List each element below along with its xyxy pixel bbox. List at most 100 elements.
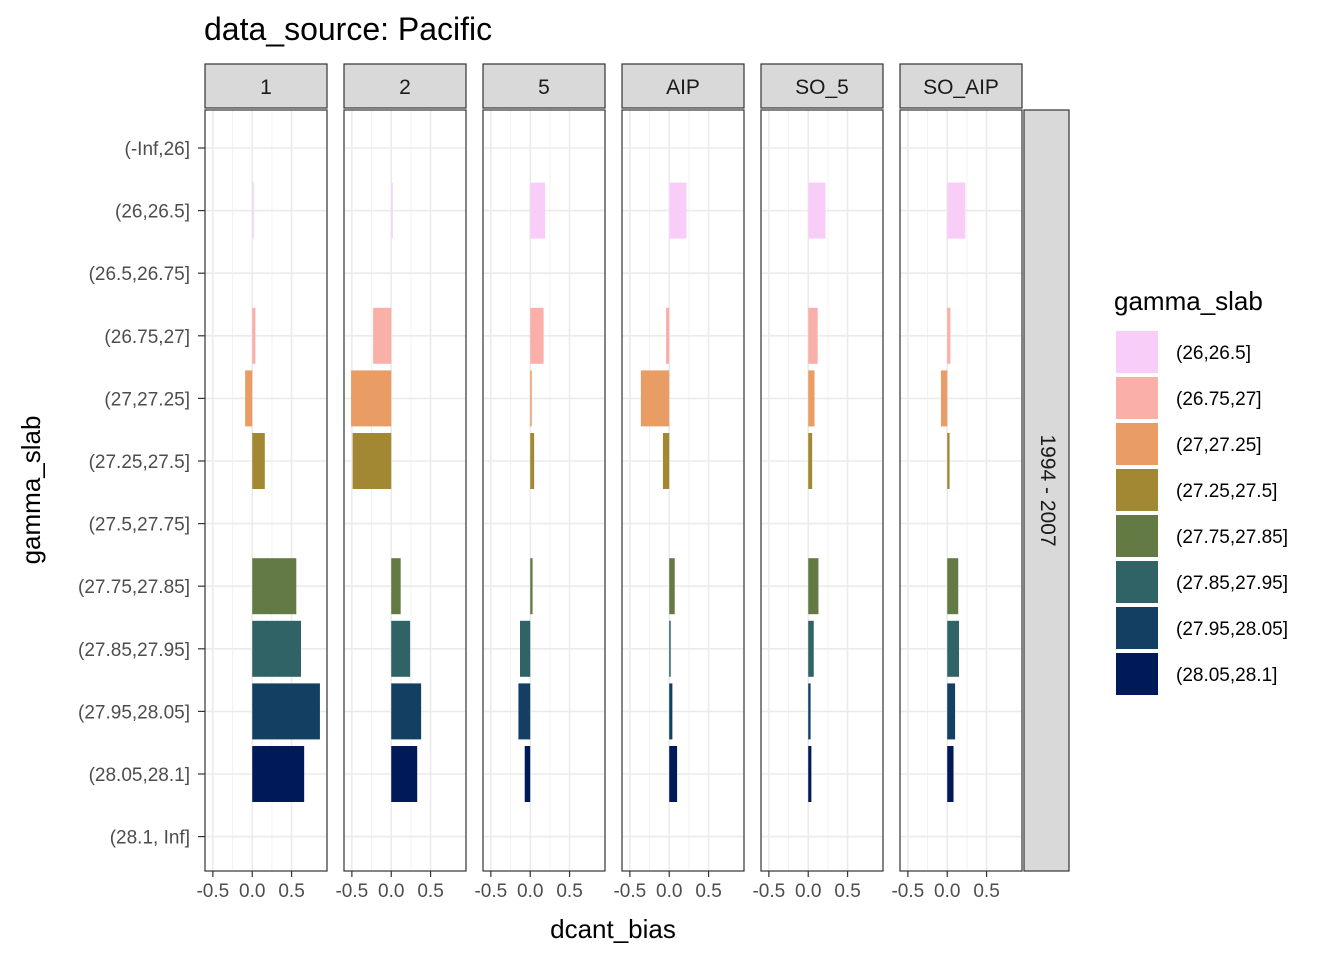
legend-label: (27,27.25]	[1176, 435, 1262, 456]
bar-26-26-5	[391, 182, 393, 239]
bar-27-85-27-95	[808, 620, 814, 677]
legend-label: (27.85,27.95]	[1176, 573, 1288, 594]
panel-border	[343, 109, 467, 872]
bar-27-27-25	[808, 370, 815, 427]
bar-27-85-27-95	[947, 620, 960, 677]
facet-strip-label: SO_5	[795, 76, 849, 99]
bar-27-95-28-05	[669, 683, 673, 740]
x-tick-label: -0.5	[335, 881, 368, 902]
y-tick-label: (27.85,27.95]	[78, 640, 190, 661]
facet-strip	[204, 63, 328, 109]
bar-27-85-27-95	[391, 620, 411, 677]
x-tick-label: 0.5	[973, 881, 999, 902]
legend-swatch	[1116, 515, 1158, 557]
y-tick-label: (27.5,27.75]	[89, 515, 190, 536]
legend-swatch	[1116, 561, 1158, 603]
bar-27-75-27-85	[530, 558, 533, 615]
y-tick-label: (26.5,26.75]	[89, 264, 190, 285]
x-tick-label: 0.5	[278, 881, 304, 902]
bar-27-95-28-05	[808, 683, 811, 740]
bar-28-05-28-1	[808, 746, 812, 802]
legend-item: (26,26.5]	[1116, 331, 1251, 373]
x-tick-label: 0.5	[556, 881, 582, 902]
panel-border	[621, 109, 745, 872]
y-tick-label: (28.1, Inf]	[110, 828, 190, 849]
bar-26-26-5	[808, 182, 826, 239]
legend-title: gamma_slab	[1114, 286, 1263, 316]
bar-27-95-28-05	[518, 683, 531, 740]
bar-27-75-27-85	[252, 558, 297, 615]
legend-label: (28.05,28.1]	[1176, 665, 1277, 686]
y-tick-label: (-Inf,26]	[125, 139, 190, 160]
x-tick-label: 0.5	[695, 881, 721, 902]
legend-swatch	[1116, 377, 1158, 419]
bar-27-27-25	[640, 370, 670, 427]
facet-panel-2: 2 -0.5 0.0 0.5	[335, 63, 467, 902]
panel-border	[899, 109, 1023, 872]
facet-strip-label: 1	[260, 76, 272, 99]
legend-item: (27.25,27.5]	[1116, 469, 1277, 511]
y-tick-label: (26,26.5]	[115, 202, 190, 223]
legend-item: (27.75,27.85]	[1116, 515, 1288, 557]
row-strip-box	[1023, 109, 1070, 872]
facet-panel-1: 1 -0.5 0.0 0.5	[196, 63, 328, 902]
facet-strip-label: SO_AIP	[923, 76, 999, 99]
facet-strip	[760, 63, 884, 109]
legend-item: (27,27.25]	[1116, 423, 1262, 465]
legend-label: (26,26.5]	[1176, 343, 1251, 364]
legend: gamma_slab (26,26.5] (26.75,27] (27,27.25]…	[1114, 286, 1288, 695]
x-tick-label: -0.5	[752, 881, 785, 902]
bar-26-75-27	[666, 307, 670, 364]
facet-strip	[899, 63, 1023, 109]
bar-27-75-27-85	[391, 558, 401, 615]
x-tick-label: 0.5	[834, 881, 860, 902]
x-axis-title: dcant_bias	[550, 914, 676, 944]
facet-panel-so-aip: SO_AIP -0.5 0.0 0.5	[891, 63, 1023, 902]
bar-27-75-27-85	[808, 558, 819, 615]
bar-27-27-25	[940, 370, 948, 427]
bar-27-25-27-5	[808, 433, 813, 489]
x-tick-label: -0.5	[891, 881, 924, 902]
x-tick-label: 0.0	[239, 881, 265, 902]
x-tick-label: 0.5	[417, 881, 443, 902]
bar-27-25-27-5	[252, 433, 265, 489]
facet-panel-so-5: SO_5 -0.5 0.0 0.5	[752, 63, 884, 902]
bar-27-27-25	[530, 370, 532, 427]
legend-item: (28.05,28.1]	[1116, 653, 1277, 695]
bar-27-25-27-5	[352, 433, 392, 489]
bar-26-26-5	[947, 182, 966, 239]
bar-27-25-27-5	[662, 433, 670, 489]
bar-27-95-28-05	[947, 683, 956, 740]
legend-item: (26.75,27]	[1116, 377, 1262, 419]
facet-strip	[482, 63, 606, 109]
bar-27-85-27-95	[669, 620, 671, 677]
legend-label: (27.75,27.85]	[1176, 527, 1288, 548]
x-tick-label: -0.5	[474, 881, 507, 902]
y-tick-label: (27.95,28.05]	[78, 702, 190, 723]
legend-item: (27.85,27.95]	[1116, 561, 1288, 603]
facet-strip-label: AIP	[666, 76, 700, 99]
x-tick-label: 0.0	[795, 881, 821, 902]
panel-background	[344, 110, 466, 871]
facet-strip	[621, 63, 745, 109]
facet-panel-5: 5 -0.5 0.0 0.5	[474, 63, 606, 902]
y-tick-label: (27.75,27.85]	[78, 577, 190, 598]
legend-label: (26.75,27]	[1176, 389, 1262, 410]
facet-panel-aip: AIP -0.5 0.0 0.5	[613, 63, 745, 902]
facet-strip-label: 2	[399, 76, 411, 99]
bar-27-25-27-5	[947, 433, 950, 489]
bar-27-75-27-85	[669, 558, 675, 615]
x-tick-label: 0.0	[934, 881, 960, 902]
bar-27-95-28-05	[252, 683, 320, 740]
panel-border	[204, 109, 328, 872]
row-strip: 1994 - 2007	[1023, 109, 1070, 872]
bar-28-05-28-1	[947, 746, 954, 802]
bar-27-95-28-05	[391, 683, 422, 740]
bar-26-26-5	[252, 182, 254, 239]
x-tick-label: -0.5	[613, 881, 646, 902]
bar-26-75-27	[947, 307, 951, 364]
bar-26-75-27	[808, 307, 818, 364]
bar-26-75-27	[530, 307, 544, 364]
y-tick-label: (26.75,27]	[104, 327, 190, 348]
bar-28-05-28-1	[391, 746, 418, 802]
